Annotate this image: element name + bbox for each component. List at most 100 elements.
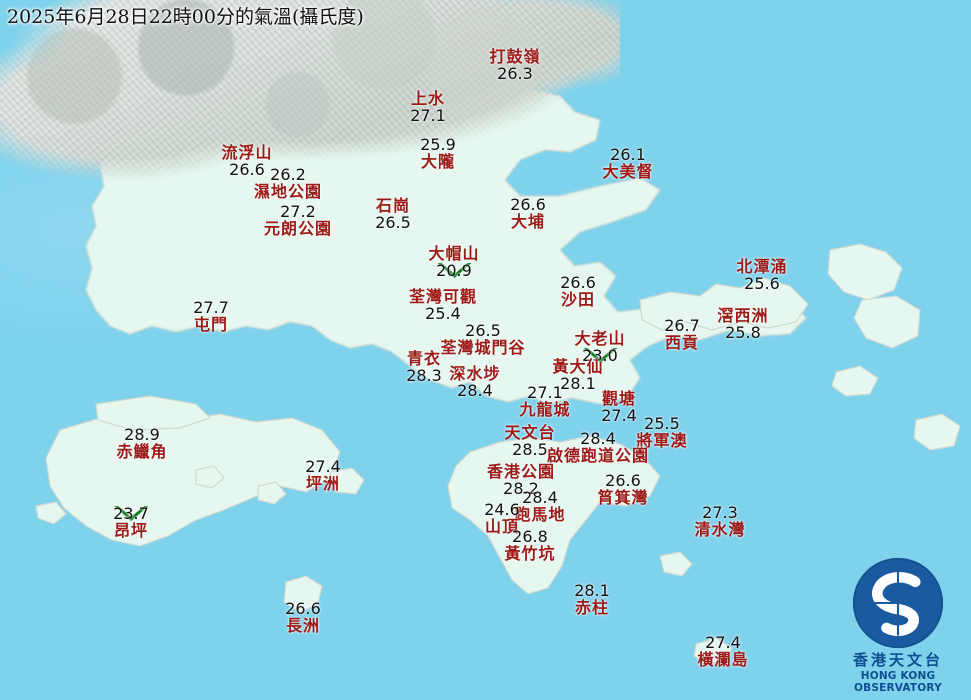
station-name: 大埔 (510, 212, 545, 231)
station-name: 打鼓嶺 (489, 47, 541, 66)
station-name: 滘西洲 (717, 306, 769, 325)
station-name: 大隴 (420, 152, 455, 171)
station-label: 香港公園 28.2 (487, 463, 555, 497)
station-name: 九龍城 (519, 400, 571, 419)
hko-swirl-icon (850, 555, 946, 651)
station-name: 大老山 (574, 329, 626, 348)
station-label: 24.6 山頂 (484, 501, 520, 535)
station-temperature: 26.2 (270, 165, 306, 184)
station-temperature: 27.2 (280, 202, 316, 221)
station-label: 滘西洲 25.8 (717, 307, 768, 341)
station-temperature: 28.9 (124, 425, 160, 444)
station-temperature: 28.1 (560, 374, 596, 393)
station-label: 26.6 大埔 (510, 196, 546, 230)
station-name: 黃大仙 (552, 357, 604, 376)
station-name: 將軍澳 (636, 431, 688, 450)
station-temperature: 26.6 (605, 471, 641, 490)
station-name: 坪洲 (305, 474, 340, 493)
station-label: 天文台 28.5 (504, 424, 555, 458)
station-label: 青衣 28.3 (406, 350, 442, 384)
station-name: 屯門 (193, 315, 228, 334)
station-temperature: 28.4 (457, 381, 493, 400)
station-temperature: 26.5 (465, 321, 501, 340)
station-label: 27.3 清水灣 (694, 504, 745, 538)
station-label: 觀塘 27.4 (601, 390, 637, 424)
station-label: 26.6 長洲 (285, 600, 321, 634)
station-label: 27.2 元朗公園 (264, 203, 332, 237)
hko-logo-zh: 香港天文台 (852, 651, 943, 669)
station-name: 昂坪 (113, 521, 148, 540)
station-temperature: 23.7 (113, 504, 149, 523)
station-label: 23.7 昂坪 (113, 505, 149, 539)
station-name: 北潭涌 (736, 257, 788, 276)
station-name: 大美督 (602, 162, 654, 181)
station-temperature: 20.9 (436, 261, 472, 280)
station-name: 赤鱲角 (116, 442, 168, 461)
station-name: 香港公園 (486, 462, 556, 481)
station-temperature: 28.1 (574, 581, 610, 600)
station-label: 北潭涌 25.6 (736, 258, 787, 292)
station-temperature: 24.6 (484, 500, 520, 519)
station-name: 荃灣城門谷 (440, 338, 526, 357)
station-name: 流浮山 (221, 143, 273, 162)
station-label: 上水 27.1 (410, 90, 446, 124)
station-temperature: 26.1 (610, 145, 646, 164)
station-label: 石崗 26.5 (375, 197, 411, 231)
station-name: 跑馬地 (514, 505, 566, 524)
station-name: 長洲 (285, 616, 320, 635)
station-temperature: 27.3 (702, 503, 738, 522)
station-name: 濕地公園 (253, 182, 323, 201)
station-temperature: 25.4 (425, 304, 461, 323)
station-label: 荃灣可觀 25.4 (409, 288, 477, 322)
station-name: 石崗 (375, 196, 410, 215)
station-label: 26.6 筲箕灣 (597, 472, 648, 506)
station-label: 黃大仙 28.1 (552, 358, 603, 392)
station-label: 大帽山 20.9 (428, 245, 479, 279)
station-name: 觀塘 (601, 389, 636, 408)
station-temperature: 28.4 (522, 488, 558, 507)
station-label: 27.1 九龍城 (519, 384, 570, 418)
station-name: 橫瀾島 (697, 650, 749, 669)
station-name: 赤柱 (574, 598, 609, 617)
station-label: 28.9 赤鱲角 (116, 426, 167, 460)
station-label: 26.1 大美督 (602, 146, 653, 180)
station-name: 元朗公園 (263, 219, 333, 238)
station-temperature: 27.1 (527, 383, 563, 402)
station-name: 大帽山 (428, 244, 480, 263)
station-name: 黃竹坑 (504, 544, 556, 563)
station-name: 啟德跑道公園 (546, 446, 650, 465)
station-label: 26.2 濕地公園 (254, 166, 322, 200)
station-temperature: 25.8 (725, 323, 761, 342)
station-name: 西貢 (664, 333, 699, 352)
station-label: 流浮山 26.6 (221, 144, 272, 178)
station-name: 清水灣 (694, 520, 746, 539)
station-temperature: 26.3 (497, 64, 533, 83)
station-label: 27.4 橫瀾島 (697, 634, 748, 668)
station-name: 荃灣可觀 (408, 287, 478, 306)
satellite-imagery-mainland (0, 0, 620, 190)
station-label: 打鼓嶺 26.3 (489, 48, 540, 82)
station-label: 27.7 屯門 (193, 299, 229, 333)
station-temperature: 28.4 (580, 429, 616, 448)
hko-logo-en: HONG KONG OBSERVATORY (854, 670, 942, 694)
station-temperature: 27.4 (601, 406, 637, 425)
station-temperature: 27.1 (410, 106, 446, 125)
station-name: 筲箕灣 (597, 488, 649, 507)
station-temperature: 28.5 (512, 440, 548, 459)
station-label: 28.4 啟德跑道公園 (547, 430, 649, 464)
station-name: 沙田 (560, 290, 595, 309)
station-name: 青衣 (406, 349, 441, 368)
station-label: 26.6 沙田 (560, 274, 596, 308)
station-name: 深水埗 (449, 364, 501, 383)
page-title: 2025年6月28日22時00分的氣溫(攝氏度) (7, 6, 364, 28)
station-temperature: 28.2 (503, 479, 539, 498)
station-name: 天文台 (504, 423, 556, 442)
station-name: 山頂 (484, 517, 519, 536)
station-label: 28.4 跑馬地 (514, 489, 565, 523)
station-temperature: 26.7 (664, 316, 700, 335)
station-temperature: 27.7 (193, 298, 229, 317)
station-name: 上水 (410, 89, 445, 108)
station-label: 深水埗 28.4 (449, 365, 500, 399)
station-label: 27.4 坪洲 (305, 458, 341, 492)
